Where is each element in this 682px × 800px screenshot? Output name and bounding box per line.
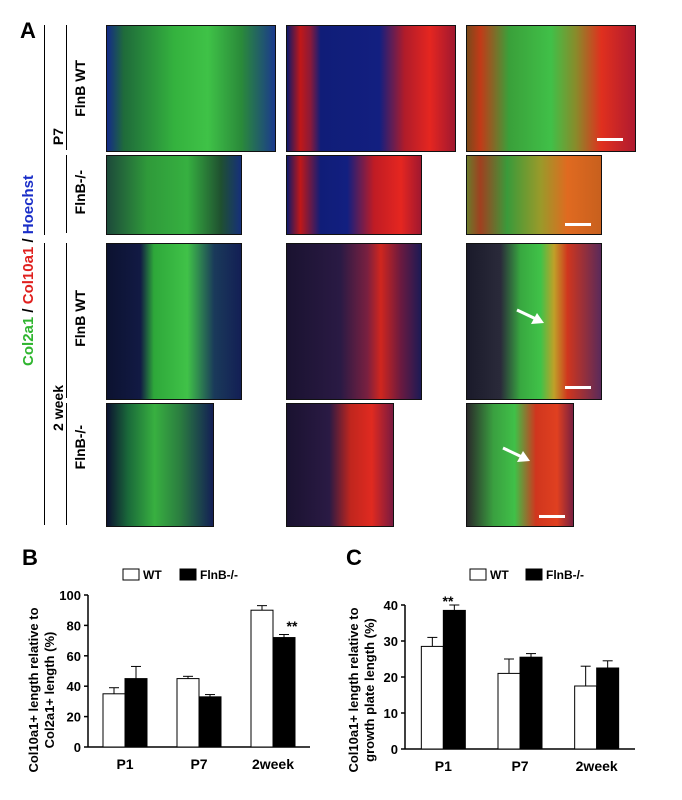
- micrograph-p7-wt-green: [106, 25, 276, 152]
- legend-ko-swatch: [179, 568, 197, 581]
- scale-bar: [597, 138, 623, 141]
- micrograph-w2-wt-green: [106, 243, 242, 400]
- age-label-2week: 2 week: [50, 385, 66, 431]
- x-tick-label: 2week: [252, 756, 294, 772]
- separator: /: [20, 304, 37, 317]
- micrograph-w2-ko-red: [286, 403, 394, 527]
- panel-b-letter: B: [22, 545, 38, 570]
- genotype-w2-wt: FlnB WT: [72, 290, 88, 347]
- hoechst-label: Hoechst: [20, 175, 37, 235]
- significance-p1: **: [443, 593, 454, 609]
- y-tick-label: 60: [67, 649, 81, 664]
- y-tick-label: 30: [384, 634, 398, 649]
- legend-wt-swatch: [122, 568, 140, 581]
- chart-b: WT FlnB-/- Col10a1+ length relative to C…: [26, 568, 310, 773]
- scale-bar: [539, 515, 565, 518]
- x-tick-label: P1: [116, 756, 133, 772]
- bar-ko: [124, 678, 148, 748]
- x-tick-label: 2week: [576, 758, 618, 774]
- micrograph-p7-wt-merge: [466, 25, 636, 152]
- scale-bar: [565, 386, 591, 389]
- micrograph-p7-wt-red: [286, 25, 456, 152]
- x-tick-label: P1: [435, 758, 452, 774]
- y-tick-label: 0: [391, 742, 398, 757]
- y-tick-label: 40: [67, 679, 81, 694]
- separator: /: [20, 234, 37, 247]
- scale-bar: [565, 223, 591, 226]
- col10a1-label: Col10a1: [20, 246, 37, 305]
- p7-bracket-line: [44, 25, 45, 235]
- bar-ko: [272, 637, 296, 748]
- panel-a-letter: A: [20, 18, 36, 43]
- legend-ko-swatch: [525, 568, 543, 581]
- stain-label: Col2a1 / Col10a1 / Hoechst: [20, 175, 37, 366]
- y-axis-label: Col2a1+ length (%): [42, 632, 57, 749]
- p7-ko-bracket: [66, 155, 67, 233]
- legend-wt-label: WT: [490, 568, 509, 582]
- bar-ko: [198, 696, 222, 748]
- genotype-p7-wt: FlnB WT: [72, 60, 88, 117]
- micrograph-w2-wt-red: [286, 243, 422, 400]
- y-tick-label: 10: [384, 706, 398, 721]
- x-tick-label: P7: [511, 758, 528, 774]
- y-axis-label: Col10a1+ length relative to: [26, 607, 41, 772]
- arrow-icon: [516, 308, 544, 324]
- bar-wt: [574, 685, 598, 750]
- y-tick-label: 20: [384, 670, 398, 685]
- y-axis-label: Col10a1+ length relative to: [346, 607, 361, 772]
- y-tick-label: 80: [67, 618, 81, 633]
- micrograph-p7-ko-merge: [466, 155, 602, 235]
- p7-wt-bracket: [66, 25, 67, 150]
- bar-wt: [250, 609, 274, 748]
- micrograph-w2-ko-green: [106, 403, 214, 527]
- w2-ko-bracket: [66, 403, 67, 525]
- bar-wt: [420, 645, 444, 750]
- y-tick-label: 40: [384, 598, 398, 613]
- legend-wt-swatch: [469, 568, 487, 581]
- genotype-w2-ko: FlnB-/-: [72, 425, 88, 470]
- y-tick-label: 0: [74, 740, 81, 755]
- bar-ko: [442, 609, 466, 750]
- y-axis-label: growth plate length (%): [362, 618, 377, 762]
- micrograph-w2-ko-merge: [466, 403, 574, 527]
- bar-wt: [176, 678, 200, 748]
- bar-ko: [519, 656, 543, 750]
- w2-wt-bracket: [66, 243, 67, 398]
- chart-c: WT FlnB-/- Col10a1+ length relative to g…: [346, 568, 635, 774]
- col2a1-label: Col2a1: [20, 316, 37, 366]
- micrograph-p7-ko-red: [286, 155, 422, 235]
- y-tick-label: 100: [59, 588, 81, 603]
- legend-ko-label: FlnB-/-: [546, 568, 584, 582]
- week2-bracket-line: [44, 243, 45, 525]
- y-tick-label: 20: [67, 710, 81, 725]
- bar-wt: [102, 693, 126, 748]
- panel-c-letter: C: [346, 545, 362, 570]
- arrow-icon: [502, 446, 530, 462]
- genotype-p7-ko: FlnB-/-: [72, 170, 88, 215]
- age-label-p7: P7: [50, 128, 66, 146]
- bar-wt: [497, 672, 521, 750]
- x-tick-label: P7: [190, 756, 207, 772]
- bar-ko: [596, 667, 620, 750]
- micrograph-p7-ko-green: [106, 155, 242, 235]
- significance-2week: **: [287, 618, 298, 634]
- legend-ko-label: FlnB-/-: [200, 568, 238, 582]
- legend-wt-label: WT: [143, 568, 162, 582]
